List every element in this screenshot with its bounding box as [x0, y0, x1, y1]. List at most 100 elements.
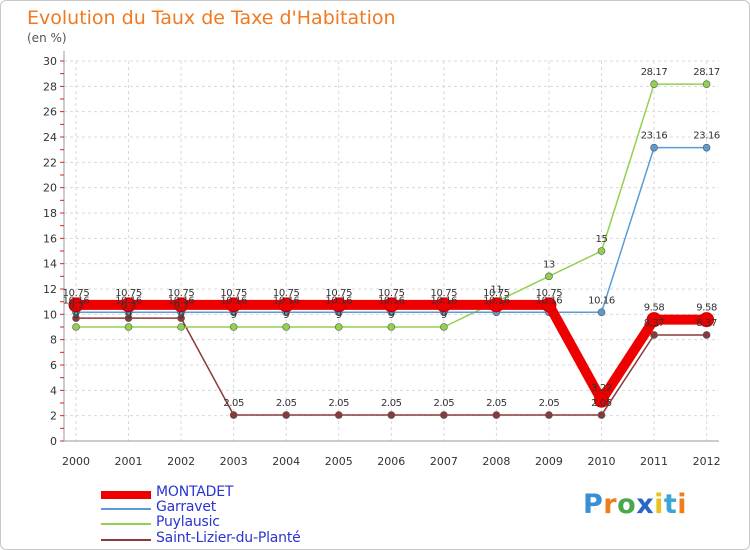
y-tick-label-12: 12	[43, 283, 57, 296]
data-point-montadet-2007	[436, 297, 452, 313]
data-label-garravet-2001: 10.16	[115, 295, 142, 306]
data-point-saint-lizier-du-plant--2004	[282, 411, 291, 419]
data-label-montadet-2012: 9.58	[696, 303, 717, 314]
y-tick-label-30: 30	[43, 55, 57, 68]
data-point-montadet-2005	[331, 297, 347, 313]
logo-letter: t	[663, 489, 678, 520]
y-tick-label-4: 4	[50, 384, 57, 397]
data-point-puylausic-2012	[702, 80, 711, 88]
data-point-saint-lizier-du-plant--2008	[492, 411, 501, 419]
data-point-puylausic-2007	[440, 323, 448, 331]
x-tick-label-2010: 2010	[588, 455, 616, 468]
logo-letter: i	[677, 489, 688, 520]
data-label-saint-lizier-du-plant--2001: 9.7	[121, 301, 136, 312]
x-tick-label-2001: 2001	[115, 455, 143, 468]
data-label-montadet-2006: 10.75	[378, 288, 405, 299]
data-point-montadet-2011	[646, 312, 662, 328]
data-point-puylausic-2006	[387, 323, 396, 331]
data-point-puylausic-2004	[282, 323, 291, 331]
data-label-montadet-2005: 10.75	[325, 288, 352, 299]
proxiti-logo: Proxiti	[583, 489, 687, 520]
data-point-saint-lizier-du-plant--2003	[229, 411, 238, 419]
data-point-puylausic-2003	[229, 323, 238, 331]
data-label-montadet-2000: 10.75	[63, 288, 90, 299]
data-point-garravet-2011	[650, 143, 658, 152]
legend-swatch-saint-lizier	[101, 539, 151, 541]
legend-label-puylausic: Puylausic	[156, 514, 220, 530]
x-tick-label-2003: 2003	[220, 455, 248, 468]
data-point-montadet-2003	[226, 297, 242, 313]
logo-letter: i	[654, 489, 664, 520]
data-label-saint-lizier-du-plant--2003: 2.05	[223, 398, 244, 409]
y-tick-label-20: 20	[43, 182, 57, 195]
x-tick-label-2005: 2005	[325, 455, 353, 468]
data-point-montadet-2010	[594, 392, 609, 408]
data-point-montadet-2001	[121, 297, 137, 313]
chart-unit-label: (en %)	[27, 31, 67, 45]
y-tick-label-8: 8	[50, 334, 57, 347]
data-label-garravet-2010: 10.16	[588, 295, 615, 306]
data-point-montadet-2012	[699, 312, 715, 328]
data-point-montadet-2004	[278, 297, 294, 313]
legend-swatch-garravet	[101, 508, 151, 510]
y-tick-label-10: 10	[43, 308, 57, 321]
x-tick-label-2004: 2004	[272, 455, 300, 468]
x-tick-label-2008: 2008	[482, 455, 510, 468]
data-label-puylausic-2007: 9	[441, 310, 447, 321]
data-label-saint-lizier-du-plant--2006: 2.05	[381, 398, 402, 409]
data-label-puylausic-2000: 9	[73, 310, 79, 321]
data-point-garravet-2012	[702, 143, 711, 152]
data-label-garravet-2009: 10.16	[536, 295, 563, 306]
logo-letter: r	[603, 489, 618, 520]
data-point-saint-lizier-du-plant--2005	[334, 411, 343, 419]
y-tick-label-14: 14	[43, 258, 57, 271]
data-label-puylausic-2001: 9	[126, 310, 132, 321]
data-label-montadet-2001: 10.75	[115, 288, 142, 299]
data-point-montadet-2008	[488, 297, 504, 313]
data-label-puylausic-2006: 9	[388, 310, 394, 321]
data-point-saint-lizier-du-plant--2011	[650, 331, 658, 339]
x-tick-label-2009: 2009	[535, 455, 563, 468]
y-tick-label-24: 24	[43, 131, 57, 144]
legend-swatch-puylausic	[101, 523, 151, 525]
data-label-garravet-2011: 23.16	[641, 131, 668, 142]
data-point-montadet-2002	[173, 297, 189, 313]
data-label-garravet-2000: 10.16	[63, 295, 90, 306]
data-point-puylausic-2001	[124, 323, 133, 331]
data-point-saint-lizier-du-plant--2006	[387, 411, 396, 419]
y-tick-label-18: 18	[43, 207, 57, 220]
data-label-saint-lizier-du-plant--2012: 8.37	[696, 318, 717, 329]
legend-label-montadet: MONTADET	[156, 484, 234, 500]
data-label-garravet-2007: 10.16	[431, 295, 458, 306]
y-tick-label-0: 0	[50, 435, 57, 448]
data-point-puylausic-2011	[650, 80, 658, 88]
data-label-puylausic-2011: 28.17	[641, 67, 668, 78]
data-label-garravet-2004: 10.16	[273, 295, 300, 306]
data-label-garravet-2006: 10.16	[378, 295, 405, 306]
data-label-saint-lizier-du-plant--2007: 2.05	[434, 398, 455, 409]
data-label-garravet-2003: 10.16	[220, 295, 247, 306]
data-point-puylausic-2005	[334, 323, 343, 331]
data-label-saint-lizier-du-plant--2010: 2.05	[591, 398, 612, 409]
x-tick-label-2012: 2012	[693, 455, 721, 468]
logo-letter: x	[636, 489, 655, 520]
data-point-puylausic-2009	[545, 272, 553, 281]
data-point-montadet-2009	[541, 297, 557, 313]
data-label-montadet-2010: 3.22	[591, 383, 612, 394]
y-tick-label-2: 2	[50, 410, 57, 423]
x-tick-label-2006: 2006	[377, 455, 405, 468]
data-label-montadet-2002: 10.75	[168, 288, 195, 299]
data-label-saint-lizier-du-plant--2000: 9.7	[69, 301, 84, 312]
data-label-saint-lizier-du-plant--2004: 2.05	[276, 398, 297, 409]
data-label-montadet-2007: 10.75	[431, 288, 458, 299]
data-point-garravet-2010	[597, 308, 606, 317]
legend-label-garravet: Garravet	[156, 499, 217, 515]
data-label-saint-lizier-du-plant--2011: 8.37	[644, 318, 665, 329]
data-point-saint-lizier-du-plant--2007	[440, 411, 448, 419]
data-point-saint-lizier-du-plant--2009	[545, 411, 553, 419]
data-point-puylausic-2000	[72, 323, 80, 331]
data-label-puylausic-2003: 9	[231, 310, 237, 321]
data-label-montadet-2003: 10.75	[220, 288, 247, 299]
legend-label-saint-lizier: Saint-Lizier-du-Planté	[156, 530, 301, 546]
